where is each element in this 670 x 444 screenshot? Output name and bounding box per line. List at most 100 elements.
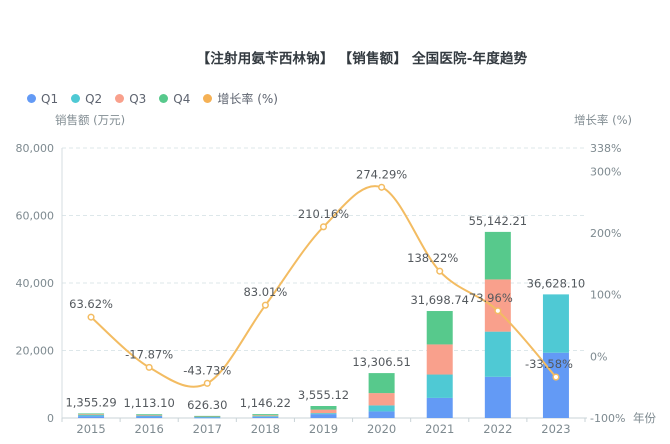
left-axis-tick-label: 20,000	[16, 345, 55, 358]
bar-2022-q3[interactable]	[484, 279, 511, 332]
bar-2020-q4[interactable]	[368, 373, 395, 394]
left-axis-tick-label: 60,000	[16, 210, 55, 223]
growth-rate-label: 210.16%	[298, 207, 349, 221]
left-axis-tick-label: 0	[47, 412, 54, 425]
chart-title: 【注射用氨苄西林钠】 【销售额】 全国医院-年度趋势	[196, 51, 528, 67]
growth-rate-label: -33.58%	[525, 357, 573, 371]
bar-2021-q4[interactable]	[426, 311, 453, 345]
bar-2023-q2[interactable]	[542, 294, 569, 353]
growth-point-2016[interactable]	[145, 363, 153, 371]
x-axis-year-label: 2016	[135, 422, 164, 436]
legend-dot-icon	[203, 94, 213, 103]
legend-dot-icon	[71, 94, 81, 103]
bar-2018-q3[interactable]	[252, 415, 279, 417]
bar-total-label: 13,306.51	[352, 355, 411, 369]
bar-2015-q4[interactable]	[78, 413, 105, 415]
legend-item-label: Q2	[85, 91, 103, 106]
x-axis-name: 年份	[633, 411, 656, 425]
bar-2022-q4[interactable]	[484, 231, 511, 280]
growth-rate-label: 73.96%	[469, 291, 513, 305]
bar-2021-q1[interactable]	[426, 397, 453, 418]
right-axis-name: 增长率 (%)	[573, 113, 632, 127]
bar-2019-q2[interactable]	[310, 413, 337, 415]
bar-2017-q2[interactable]	[194, 416, 221, 418]
bar-2020-q2[interactable]	[368, 405, 395, 412]
x-axis-year-label: 2021	[425, 422, 454, 436]
legend-dot-icon	[27, 94, 36, 103]
bar-2015-q3[interactable]	[78, 414, 105, 416]
growth-point-2019[interactable]	[319, 223, 328, 231]
bar-total-label: 31,698.74	[410, 293, 469, 307]
legend-item-label: 增长率 (%)	[217, 92, 278, 106]
legend-item-q3[interactable]: Q3	[115, 92, 146, 106]
x-axis-year-label: 2020	[367, 422, 396, 436]
legend-item-label: Q3	[129, 91, 147, 106]
growth-point-2021[interactable]	[436, 267, 444, 275]
bar-2016-q4[interactable]	[136, 414, 163, 416]
legend-item-label: Q4	[173, 91, 191, 106]
legend-item-q1[interactable]: Q1	[27, 92, 58, 106]
left-axis-tick-label: 80,000	[16, 142, 55, 155]
bar-2018-q1[interactable]	[252, 416, 279, 418]
legend-item-growth-rate[interactable]: 增长率 (%)	[203, 90, 278, 107]
bar-2020-q3[interactable]	[368, 393, 395, 406]
bar-2017-q1[interactable]	[194, 417, 221, 419]
x-axis-year-label: 2019	[309, 422, 338, 436]
growth-rate-label: -43.73%	[183, 363, 231, 377]
bar-2016-q3[interactable]	[136, 414, 163, 416]
bar-2021-q3[interactable]	[426, 344, 453, 375]
bar-2021-q2[interactable]	[426, 374, 453, 398]
bar-2020-q1[interactable]	[368, 411, 395, 418]
bar-total-label: 55,142.21	[469, 214, 528, 228]
right-axis-tick-label: 100%	[590, 289, 621, 302]
growth-rate-label: 63.62%	[69, 297, 113, 311]
growth-point-2017[interactable]	[203, 379, 211, 387]
bar-2019-q3[interactable]	[310, 409, 337, 414]
bar-2018-q2[interactable]	[252, 416, 279, 417]
bar-total-label: 626.30	[187, 398, 227, 412]
bar-2017-q4[interactable]	[194, 415, 221, 417]
bar-2015-q2[interactable]	[78, 414, 105, 417]
bar-total-label: 1,146.22	[240, 396, 291, 410]
x-axis-year-label: 2017	[193, 422, 222, 436]
bar-total-label: 3,555.12	[298, 388, 349, 402]
bar-2022-q1[interactable]	[484, 376, 511, 418]
chart-legend: Q1 Q2 Q3 Q4 增长率 (%)	[27, 90, 278, 107]
bar-2022-q2[interactable]	[484, 331, 511, 377]
growth-rate-label: 138.22%	[407, 251, 458, 265]
bar-2018-q4[interactable]	[252, 414, 279, 416]
bar-total-label: 36,628.10	[527, 276, 586, 290]
x-axis-year-label: 2023	[541, 422, 570, 436]
right-axis-tick-label: 300%	[590, 165, 621, 178]
legend-item-label: Q1	[41, 91, 59, 106]
bar-2015-q1[interactable]	[78, 416, 105, 418]
bar-total-label: 1,113.10	[124, 396, 175, 410]
growth-point-2020[interactable]	[378, 183, 386, 191]
legend-dot-icon	[115, 94, 125, 103]
bar-2019-q4[interactable]	[310, 406, 337, 410]
growth-point-2022[interactable]	[494, 307, 502, 315]
growth-point-2018[interactable]	[261, 301, 269, 309]
growth-rate-label: 274.29%	[356, 167, 407, 181]
right-axis-tick-label: 338%	[590, 142, 621, 155]
bar-total-label: 1,355.29	[65, 395, 116, 409]
bar-2023-q1[interactable]	[542, 352, 569, 418]
growth-rate-label: -17.87%	[125, 347, 173, 361]
x-axis-year-label: 2022	[483, 422, 512, 436]
growth-point-2023[interactable]	[552, 373, 560, 381]
x-axis-year-label: 2015	[76, 422, 105, 436]
bar-2016-q2[interactable]	[136, 415, 163, 417]
legend-item-q2[interactable]: Q2	[71, 92, 102, 106]
left-axis-name: 销售额 (万元)	[55, 113, 126, 127]
x-axis-year-label: 2018	[251, 422, 280, 436]
legend-item-q4[interactable]: Q4	[159, 92, 190, 106]
growth-point-2015[interactable]	[87, 313, 95, 321]
bar-2016-q1[interactable]	[136, 416, 163, 418]
right-axis-tick-label: 200%	[590, 227, 621, 240]
bar-2019-q1[interactable]	[310, 414, 337, 418]
legend-dot-icon	[159, 94, 169, 103]
right-axis-tick-label: -100%	[590, 412, 625, 425]
left-axis-tick-label: 40,000	[16, 277, 55, 290]
